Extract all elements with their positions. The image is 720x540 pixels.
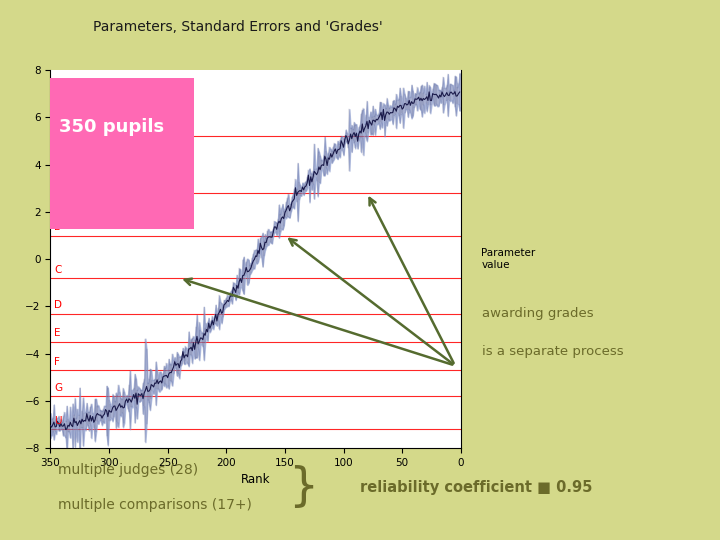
Text: E: E bbox=[54, 328, 60, 339]
Text: B: B bbox=[54, 222, 61, 232]
Text: F: F bbox=[54, 357, 60, 367]
Text: A: A bbox=[54, 179, 61, 190]
Bar bbox=[50, 78, 194, 229]
Text: awarding grades: awarding grades bbox=[482, 307, 594, 320]
Text: multiple comparisons (17+): multiple comparisons (17+) bbox=[58, 498, 251, 512]
Text: Parameter
value: Parameter value bbox=[482, 248, 536, 270]
Text: 350 pupils: 350 pupils bbox=[58, 118, 163, 136]
Text: reliability coefficient ■ 0.95: reliability coefficient ■ 0.95 bbox=[360, 480, 593, 495]
Text: C: C bbox=[54, 265, 61, 274]
X-axis label: Rank: Rank bbox=[241, 474, 270, 487]
Text: D: D bbox=[54, 300, 62, 310]
Text: }: } bbox=[288, 465, 318, 510]
Text: G: G bbox=[54, 383, 62, 393]
Text: multiple judges (28): multiple judges (28) bbox=[58, 463, 198, 477]
Text: Parameters, Standard Errors and 'Grades': Parameters, Standard Errors and 'Grades' bbox=[93, 20, 382, 34]
Text: A*: A* bbox=[54, 123, 66, 133]
Text: U: U bbox=[54, 416, 61, 426]
Text: is a separate process: is a separate process bbox=[482, 345, 624, 357]
